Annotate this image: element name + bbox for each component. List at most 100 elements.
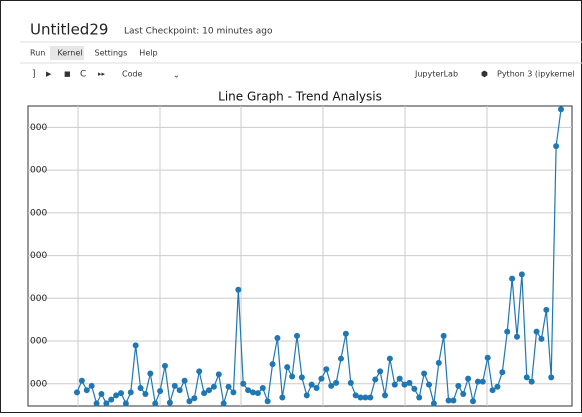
data-point: [157, 388, 163, 394]
data-point: [98, 391, 104, 397]
data-point: [142, 391, 148, 397]
data-point: [367, 394, 373, 400]
frame: [0, 0, 582, 413]
data-point: [323, 366, 329, 372]
data-point: [260, 385, 266, 391]
data-point: [416, 394, 422, 400]
data-point: [270, 361, 276, 367]
toolbar-icon[interactable]: ■: [64, 70, 71, 78]
kernel-name[interactable]: Python 3 (ipykernel: [497, 70, 575, 79]
checkpoint: Last Checkpoint: 10 minutes ago: [124, 27, 273, 37]
menu-item[interactable]: Kernel: [57, 49, 82, 58]
data-point: [377, 368, 383, 374]
data-point: [333, 380, 339, 386]
data-point: [299, 374, 305, 380]
cell-type[interactable]: Code: [122, 70, 143, 79]
screen: Untitled29 Last Checkpoint: 10 minutes a…: [0, 0, 582, 413]
menu-item[interactable]: Help: [139, 49, 157, 58]
data-point: [265, 398, 271, 404]
data-point: [216, 371, 222, 377]
y-tick-label: 000: [30, 379, 47, 389]
data-point: [372, 377, 378, 383]
data-point: [177, 387, 183, 393]
data-point: [103, 400, 109, 406]
data-point: [343, 331, 349, 337]
data-point: [514, 334, 520, 340]
data-point: [490, 387, 496, 393]
data-point: [133, 342, 139, 348]
dropdown-icon[interactable]: ⌄: [173, 71, 180, 80]
toolbar-icon[interactable]: ]: [32, 70, 36, 80]
data-point: [470, 398, 476, 404]
data-point: [548, 374, 554, 380]
data-point: [74, 389, 80, 395]
data-point: [191, 395, 197, 401]
data-point: [89, 383, 95, 389]
data-point: [519, 271, 525, 277]
data-point: [274, 335, 280, 341]
data-point: [123, 400, 129, 406]
data-point: [172, 383, 178, 389]
data-point: [397, 376, 403, 382]
data-point: [348, 380, 354, 386]
data-point: [421, 371, 427, 377]
data-point: [338, 356, 344, 362]
menu-item[interactable]: Run: [30, 49, 45, 58]
data-point: [289, 374, 295, 380]
data-point: [118, 390, 124, 396]
y-tick-label: 000: [30, 337, 47, 347]
data-point: [147, 371, 153, 377]
data-point: [436, 360, 442, 366]
data-point: [524, 374, 530, 380]
data-point: [406, 380, 412, 386]
data-point: [211, 384, 217, 390]
chart-title: Line Graph - Trend Analysis: [218, 90, 382, 104]
kernel-status-icon: ⬢: [481, 70, 488, 79]
data-point: [182, 378, 188, 384]
data-point: [138, 385, 144, 391]
data-point: [558, 106, 564, 112]
data-point: [460, 391, 466, 397]
data-point: [392, 382, 398, 388]
toolbar-icon[interactable]: ▸▸: [98, 70, 106, 78]
data-point: [441, 333, 447, 339]
data-point: [279, 394, 285, 400]
y-tick-label: 000: [30, 166, 47, 176]
data-point: [94, 400, 100, 406]
data-point: [494, 384, 500, 390]
y-tick-label: 000: [30, 251, 47, 261]
notebook-title[interactable]: Untitled29: [30, 21, 108, 39]
data-point: [108, 397, 114, 403]
menu-item[interactable]: Settings: [94, 49, 127, 58]
data-point: [529, 379, 535, 385]
toolbar-icon[interactable]: C: [80, 70, 86, 80]
data-point: [450, 397, 456, 403]
data-point: [196, 368, 202, 374]
data-point: [294, 333, 300, 339]
data-point: [284, 364, 290, 370]
data-point: [84, 387, 90, 393]
jupyterlab-link[interactable]: JupyterLab: [414, 70, 458, 79]
data-point: [499, 369, 505, 375]
data-point: [167, 400, 173, 406]
data-point: [553, 143, 559, 149]
page: Untitled29 Last Checkpoint: 10 minutes a…: [0, 0, 582, 413]
data-point: [221, 400, 227, 406]
data-point: [128, 389, 134, 395]
data-point: [309, 382, 315, 388]
data-point: [162, 363, 168, 369]
data-point: [235, 287, 241, 293]
data-point: [411, 386, 417, 392]
data-point: [314, 385, 320, 391]
toolbar-icon[interactable]: ▶: [46, 70, 52, 78]
data-point: [240, 381, 246, 387]
y-tick-label: 000: [30, 123, 47, 133]
data-point: [255, 390, 261, 396]
data-point: [480, 379, 486, 385]
data-point: [465, 376, 471, 382]
data-point: [230, 389, 236, 395]
data-point: [426, 382, 432, 388]
data-point: [431, 400, 437, 406]
data-point: [504, 329, 510, 335]
data-point: [226, 384, 232, 390]
